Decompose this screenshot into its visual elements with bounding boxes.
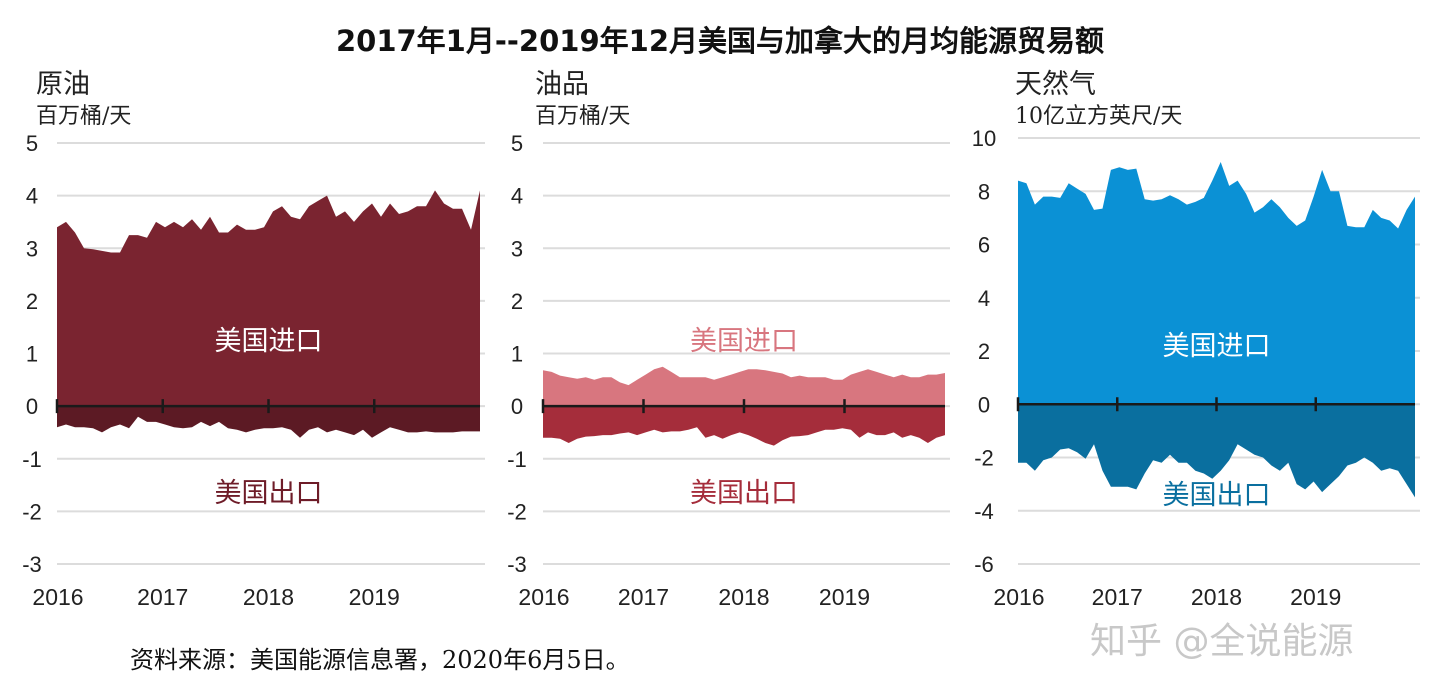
panel-unit-products: 百万桶/天 xyxy=(535,104,631,129)
source-note: 资料来源：美国能源信息署，2020年6月5日。 xyxy=(130,646,630,674)
panel-unit-crude: 百万桶/天 xyxy=(36,104,132,129)
x-tick-label: 2018 xyxy=(1191,584,1242,610)
y-tick-label: 2 xyxy=(511,289,523,314)
y-tick-label: 8 xyxy=(978,179,990,204)
y-tick-label: 0 xyxy=(26,394,38,419)
series-label-import: 美国进口 xyxy=(690,326,798,357)
series-label-import: 美国进口 xyxy=(1163,331,1271,362)
y-tick-label: 6 xyxy=(978,233,990,258)
y-tick-label: 1 xyxy=(26,342,38,367)
x-tick-label: 2017 xyxy=(618,584,669,610)
y-tick-label: 0 xyxy=(511,394,523,419)
y-tick-label: 5 xyxy=(26,131,38,156)
area-import xyxy=(543,366,945,407)
series-label-import: 美国进口 xyxy=(215,326,323,357)
y-tick-label: 1 xyxy=(511,342,523,367)
series-label-export: 美国出口 xyxy=(215,478,323,509)
x-tick-label: 2017 xyxy=(1092,584,1143,610)
y-tick-label: 4 xyxy=(978,286,990,311)
x-tick-label: 2019 xyxy=(349,584,400,610)
area-import xyxy=(57,190,480,407)
panel-title-gas: 天然气 xyxy=(1015,69,1096,100)
chart-title: 2017年1月--2019年12月美国与加拿大的月均能源贸易额 xyxy=(335,24,1105,58)
x-tick-label: 2019 xyxy=(1290,584,1341,610)
y-tick-label: 4 xyxy=(511,184,523,209)
y-tick-label: -3 xyxy=(22,552,42,577)
y-tick-label: 2 xyxy=(978,339,990,364)
y-tick-label: 10 xyxy=(972,126,996,151)
x-tick-label: 2017 xyxy=(137,584,188,610)
area-export xyxy=(1018,404,1415,498)
x-tick-label: 2016 xyxy=(993,584,1044,610)
area-export xyxy=(543,406,945,446)
y-tick-label: 3 xyxy=(26,236,38,261)
series-label-export: 美国出口 xyxy=(690,478,798,509)
y-tick-label: -1 xyxy=(507,447,527,472)
series-label-export: 美国出口 xyxy=(1163,480,1271,511)
y-tick-label: -4 xyxy=(974,499,994,524)
y-tick-label: -2 xyxy=(22,499,42,524)
panel-title-products: 油品 xyxy=(535,69,589,100)
x-tick-label: 2019 xyxy=(819,584,870,610)
x-tick-label: 2018 xyxy=(718,584,769,610)
x-tick-label: 2018 xyxy=(243,584,294,610)
area-export xyxy=(57,406,480,438)
x-tick-label: 2016 xyxy=(32,584,83,610)
y-tick-label: -1 xyxy=(22,447,42,472)
y-tick-label: 2 xyxy=(26,289,38,314)
y-tick-label: 5 xyxy=(511,131,523,156)
x-tick-label: 2016 xyxy=(518,584,569,610)
panel-unit-gas: 10亿立方英尺/天 xyxy=(1015,104,1183,129)
watermark: 知乎 @全说能源 xyxy=(1090,621,1354,662)
area-import xyxy=(1018,162,1415,405)
y-tick-label: 3 xyxy=(511,236,523,261)
y-tick-label: -2 xyxy=(507,499,527,524)
y-tick-label: 4 xyxy=(26,184,38,209)
y-tick-label: -6 xyxy=(974,552,994,577)
y-tick-label: -3 xyxy=(507,552,527,577)
y-tick-label: 0 xyxy=(978,392,990,417)
panel-title-crude: 原油 xyxy=(36,69,90,100)
y-tick-label: -2 xyxy=(974,446,994,471)
